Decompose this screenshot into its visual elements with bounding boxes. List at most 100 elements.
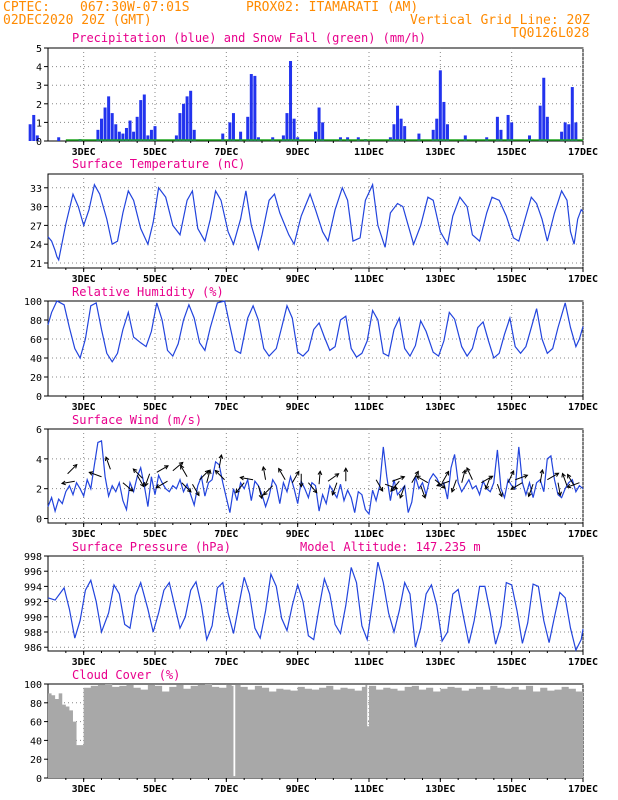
y-tick-label: 21 [30,259,42,270]
y-tick-label: 80 [30,699,42,710]
wind-arrow [392,476,405,482]
x-tick-label: 17DEC [568,657,598,668]
wind-arrow-head [523,474,529,479]
precip-bar [28,124,32,141]
wind-arrow [466,467,473,480]
precip-bar [563,122,567,141]
precip-bar [114,124,118,141]
x-tick-label: 11DEC [354,274,384,285]
x-tick-label: 5DEC [143,402,167,413]
panel-5 [44,555,584,655]
wind-arrow-head [390,487,395,492]
x-tick-label: 13DEC [425,657,455,668]
precip-bar [146,135,150,141]
header-station: PROX02: ITAMARATI (AM) [246,0,419,15]
y-tick-label: 60 [30,718,42,729]
precip-bar [570,87,574,141]
wind-arrow-head [440,484,446,489]
precip-bar [528,135,531,141]
wind-arrow-head [557,491,563,497]
wind-arrow-head [262,490,268,496]
x-tick-label: 5DEC [143,529,167,540]
wind-arrow [240,476,254,481]
wind-arrow-head [195,491,200,497]
x-tick-label: 11DEC [354,657,384,668]
wind-arrow [567,474,575,486]
precip-bar [239,131,243,141]
panel-1 [28,47,584,145]
wind-arrow-head [239,475,245,481]
precip-bar [506,114,510,141]
panel-title: Surface Pressure (hPa) [72,540,231,554]
panel-title: Relative Humidity (%) [72,285,224,299]
precip-bar [567,124,571,141]
precip-bar [256,137,260,141]
wind-arrow-head [144,481,149,487]
wind-arrow [481,475,493,484]
panel-title: Surface Wind (m/s) [72,413,202,427]
wind-arrow [235,482,245,493]
wind-arrow [155,480,168,489]
wind-arrow-head [415,475,421,480]
series-line [47,182,584,262]
wind-arrow [461,470,466,483]
x-tick-label: 7DEC [214,402,238,413]
wind-arrow-head [498,492,503,498]
x-tick-label: 3DEC [72,529,96,540]
y-tick-label: 4 [36,455,42,466]
wind-arrow [181,482,192,493]
precip-bar [178,113,182,141]
x-tick-label: 17DEC [568,402,598,413]
wind-arrow [567,482,580,488]
y-tick-label: 6 [36,425,42,436]
precip-bar [185,96,189,141]
x-tick-label: 7DEC [214,274,238,285]
wind-arrow-head [104,456,110,462]
series-line [47,440,584,516]
precip-bar [542,77,546,141]
header: CPTEC: 067:30W-07:01S PROX02: ITAMARATI … [0,0,618,48]
x-tick-label: 5DEC [143,657,167,668]
precip-bar [189,90,193,141]
x-tick-label: 3DEC [72,657,96,668]
precip-bar [545,116,549,141]
panel-title: Surface Temperature (nC) [72,157,245,171]
wind-arrow [539,469,543,483]
y-tick-label: 2 [36,100,42,111]
wind-arrow-head [258,494,264,500]
panel-title: Precipitation (blue) and Snow Fall (gree… [72,31,426,45]
precip-bar [438,70,442,141]
precip-bar [292,118,296,141]
y-tick-label: 990 [24,613,42,624]
precip-bar [231,113,235,141]
wind-arrow-head [378,486,384,492]
wind-arrow-head [484,484,490,490]
precip-bar [435,118,439,141]
wind-arrow [61,480,75,484]
wind-arrow [105,456,111,470]
wind-arrow-head [180,464,185,470]
x-tick-label: 7DEC [214,657,238,668]
wind-arrow-head [488,475,494,480]
precip-bar [35,135,39,141]
y-tick-label: 33 [30,184,42,195]
wind-arrow-head [60,480,66,486]
y-tick-label: 24 [30,240,42,251]
x-tick-label: 11DEC [354,529,384,540]
precip-bar [417,133,421,141]
precip-bar [314,131,317,141]
precip-bar [192,129,196,141]
wind-arrow-head [132,468,138,474]
x-tick-label: 15DEC [497,402,527,413]
x-tick-label: 13DEC [425,147,455,158]
precip-bar [499,129,503,141]
precip-bar [388,137,392,141]
x-tick-label: 13DEC [425,529,455,540]
wind-arrow [262,466,267,480]
x-tick-label: 9DEC [286,784,310,795]
precip-bar [281,135,285,141]
wind-arrow-head [88,471,94,476]
y-tick-label: 994 [24,582,42,593]
wind-arrow-head [561,472,566,478]
wind-arrow-head [461,469,467,475]
